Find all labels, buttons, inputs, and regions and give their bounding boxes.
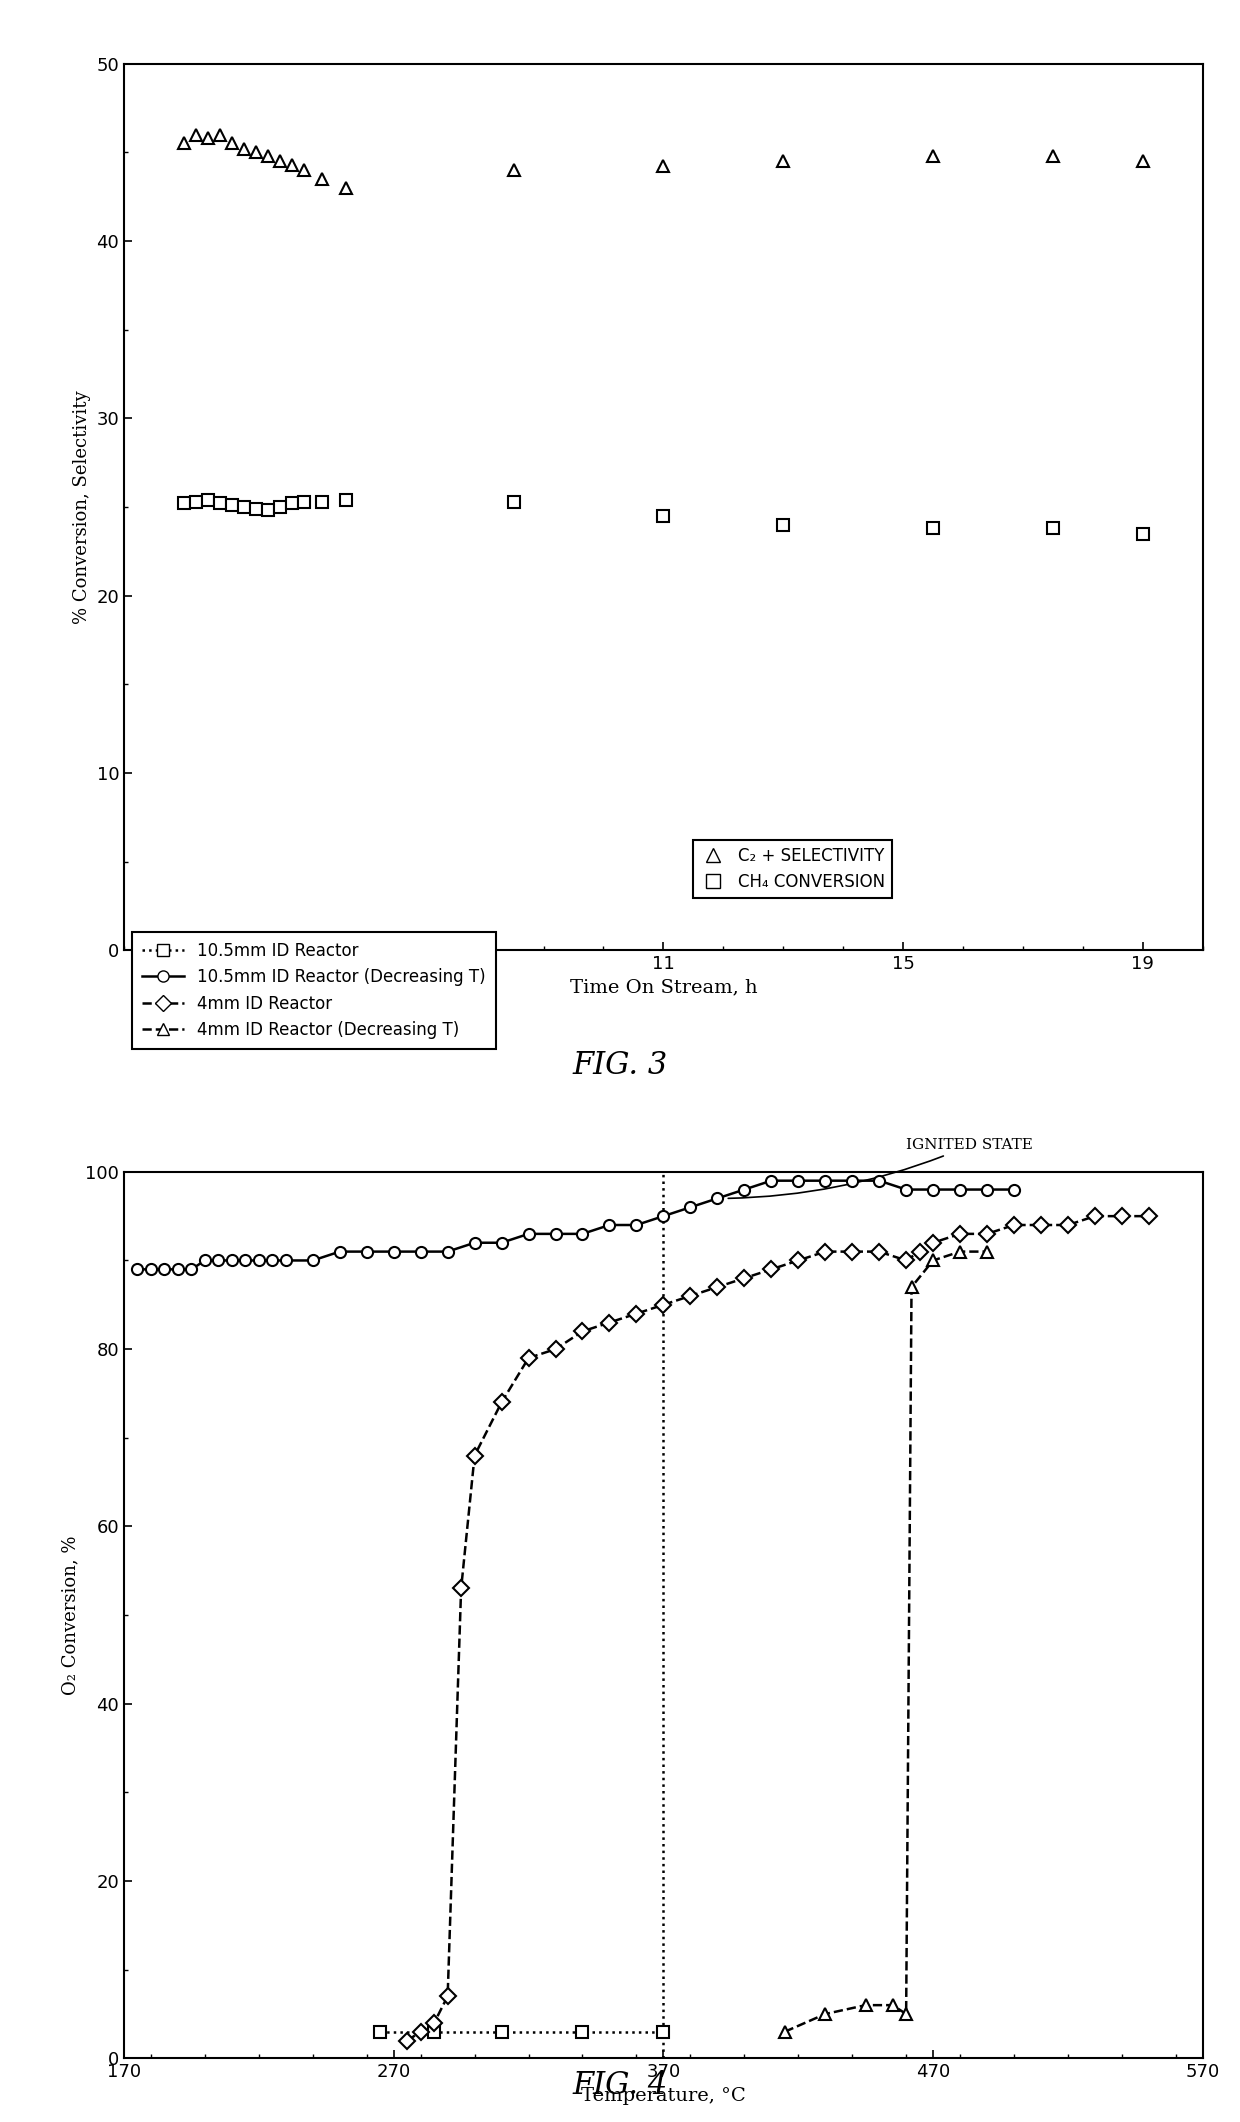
10.5mm ID Reactor (Decreasing T)	[683, 1195, 698, 1220]
4mm ID Reactor	[818, 1239, 833, 1265]
4mm ID Reactor	[413, 2018, 428, 2043]
10.5mm ID Reactor (Decreasing T)	[238, 1248, 253, 1273]
10.5mm ID Reactor (Decreasing T)	[440, 1239, 455, 1265]
4mm ID Reactor	[709, 1275, 724, 1301]
4mm ID Reactor	[1115, 1203, 1130, 1229]
Text: FIG. 4: FIG. 4	[573, 2069, 667, 2101]
Line: 10.5mm ID Reactor: 10.5mm ID Reactor	[374, 2027, 668, 2037]
10.5mm ID Reactor (Decreasing T)	[737, 1178, 751, 1203]
10.5mm ID Reactor (Decreasing T)	[495, 1231, 510, 1256]
4mm ID Reactor	[1142, 1203, 1157, 1229]
4mm ID Reactor	[1034, 1212, 1049, 1237]
X-axis label: Temperature, °C: Temperature, °C	[582, 2086, 745, 2105]
4mm ID Reactor	[899, 1248, 914, 1273]
10.5mm ID Reactor (Decreasing T)	[413, 1239, 428, 1265]
10.5mm ID Reactor (Decreasing T)	[764, 1167, 779, 1193]
4mm ID Reactor (Decreasing T)	[899, 2001, 914, 2027]
4mm ID Reactor	[656, 1292, 671, 1318]
4mm ID Reactor	[1060, 1212, 1075, 1237]
4mm ID Reactor	[764, 1256, 779, 1282]
10.5mm ID Reactor (Decreasing T)	[305, 1248, 320, 1273]
10.5mm ID Reactor (Decreasing T)	[184, 1256, 198, 1282]
10.5mm ID Reactor (Decreasing T)	[360, 1239, 374, 1265]
10.5mm ID Reactor (Decreasing T)	[575, 1220, 590, 1246]
10.5mm ID Reactor (Decreasing T)	[1007, 1178, 1022, 1203]
4mm ID Reactor	[872, 1239, 887, 1265]
4mm ID Reactor	[521, 1345, 536, 1371]
10.5mm ID Reactor (Decreasing T)	[548, 1220, 563, 1246]
10.5mm ID Reactor (Decreasing T)	[171, 1256, 186, 1282]
10.5mm ID Reactor (Decreasing T)	[224, 1248, 239, 1273]
10.5mm ID Reactor (Decreasing T)	[791, 1167, 806, 1193]
10.5mm ID Reactor (Decreasing T)	[130, 1256, 145, 1282]
10.5mm ID Reactor	[575, 2018, 590, 2043]
10.5mm ID Reactor (Decreasing T)	[521, 1220, 536, 1246]
10.5mm ID Reactor (Decreasing T)	[899, 1178, 914, 1203]
4mm ID Reactor	[548, 1337, 563, 1362]
10.5mm ID Reactor (Decreasing T)	[952, 1178, 967, 1203]
4mm ID Reactor (Decreasing T)	[904, 1275, 919, 1301]
10.5mm ID Reactor	[495, 2018, 510, 2043]
4mm ID Reactor	[683, 1284, 698, 1309]
10.5mm ID Reactor (Decreasing T)	[709, 1186, 724, 1212]
10.5mm ID Reactor (Decreasing T)	[603, 1212, 618, 1237]
10.5mm ID Reactor (Decreasing T)	[844, 1167, 859, 1193]
4mm ID Reactor	[399, 2029, 414, 2054]
10.5mm ID Reactor (Decreasing T)	[332, 1239, 347, 1265]
4mm ID Reactor	[1087, 1203, 1102, 1229]
10.5mm ID Reactor (Decreasing T)	[872, 1167, 887, 1193]
4mm ID Reactor (Decreasing T)	[925, 1248, 940, 1273]
10.5mm ID Reactor (Decreasing T)	[629, 1212, 644, 1237]
10.5mm ID Reactor (Decreasing T)	[252, 1248, 267, 1273]
10.5mm ID Reactor	[373, 2018, 388, 2043]
10.5mm ID Reactor (Decreasing T)	[467, 1231, 482, 1256]
Legend: C₂ + SELECTIVITY, CH₄ CONVERSION: C₂ + SELECTIVITY, CH₄ CONVERSION	[693, 840, 893, 898]
4mm ID Reactor	[440, 1984, 455, 2010]
4mm ID Reactor	[925, 1231, 940, 1256]
4mm ID Reactor	[575, 1318, 590, 1343]
10.5mm ID Reactor (Decreasing T)	[279, 1248, 294, 1273]
10.5mm ID Reactor (Decreasing T)	[387, 1239, 402, 1265]
10.5mm ID Reactor (Decreasing T)	[144, 1256, 159, 1282]
Line: 10.5mm ID Reactor (Decreasing T): 10.5mm ID Reactor (Decreasing T)	[131, 1176, 1019, 1275]
10.5mm ID Reactor (Decreasing T)	[157, 1256, 172, 1282]
4mm ID Reactor	[629, 1301, 644, 1326]
4mm ID Reactor	[952, 1220, 967, 1246]
10.5mm ID Reactor (Decreasing T)	[818, 1167, 833, 1193]
Legend: 10.5mm ID Reactor, 10.5mm ID Reactor (Decreasing T), 4mm ID Reactor, 4mm ID Reac: 10.5mm ID Reactor, 10.5mm ID Reactor (De…	[133, 932, 496, 1048]
10.5mm ID Reactor (Decreasing T)	[265, 1248, 280, 1273]
4mm ID Reactor (Decreasing T)	[885, 1993, 900, 2018]
Text: IGNITED STATE: IGNITED STATE	[728, 1137, 1033, 1199]
4mm ID Reactor	[844, 1239, 859, 1265]
10.5mm ID Reactor	[656, 2018, 671, 2043]
4mm ID Reactor	[791, 1248, 806, 1273]
10.5mm ID Reactor (Decreasing T)	[656, 1203, 671, 1229]
10.5mm ID Reactor (Decreasing T)	[197, 1248, 212, 1273]
10.5mm ID Reactor (Decreasing T)	[211, 1248, 226, 1273]
Y-axis label: % Conversion, Selectivity: % Conversion, Selectivity	[73, 390, 91, 624]
10.5mm ID Reactor (Decreasing T)	[925, 1178, 940, 1203]
Text: FIG. 3: FIG. 3	[573, 1050, 667, 1082]
4mm ID Reactor (Decreasing T)	[777, 2018, 792, 2043]
10.5mm ID Reactor	[427, 2018, 441, 2043]
4mm ID Reactor	[603, 1309, 618, 1335]
10.5mm ID Reactor (Decreasing T)	[980, 1178, 994, 1203]
4mm ID Reactor	[467, 1443, 482, 1468]
4mm ID Reactor (Decreasing T)	[980, 1239, 994, 1265]
4mm ID Reactor (Decreasing T)	[818, 2001, 833, 2027]
4mm ID Reactor (Decreasing T)	[952, 1239, 967, 1265]
Line: 4mm ID Reactor (Decreasing T): 4mm ID Reactor (Decreasing T)	[779, 1246, 992, 2037]
4mm ID Reactor	[737, 1265, 751, 1290]
4mm ID Reactor	[1007, 1212, 1022, 1237]
Line: 4mm ID Reactor: 4mm ID Reactor	[402, 1210, 1154, 2046]
4mm ID Reactor (Decreasing T)	[858, 1993, 873, 2018]
Y-axis label: O₂ Conversion, %: O₂ Conversion, %	[62, 1536, 79, 1695]
X-axis label: Time On Stream, h: Time On Stream, h	[569, 978, 758, 997]
4mm ID Reactor	[913, 1239, 928, 1265]
4mm ID Reactor	[980, 1220, 994, 1246]
4mm ID Reactor	[427, 2010, 441, 2035]
4mm ID Reactor	[495, 1390, 510, 1415]
4mm ID Reactor	[454, 1577, 469, 1602]
